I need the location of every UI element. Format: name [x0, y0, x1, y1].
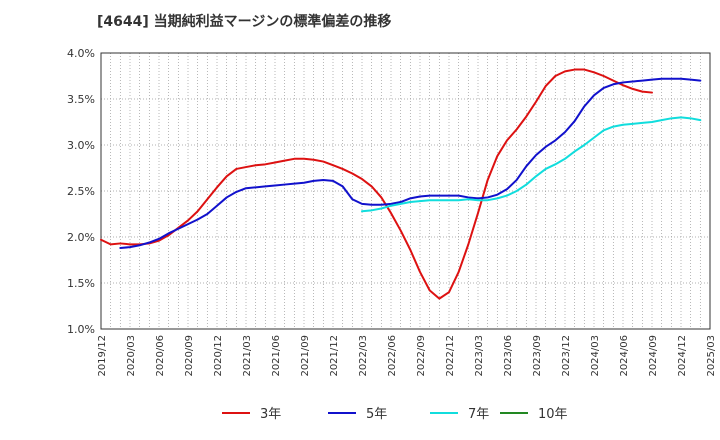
x-tick-label: 2022/03 — [358, 335, 369, 377]
y-tick-label: 3.0% — [67, 139, 95, 152]
y-tick-label: 3.5% — [67, 93, 95, 106]
x-tick-label: 2021/06 — [271, 335, 282, 377]
x-tick-label: 2025/03 — [706, 335, 717, 377]
x-tick-label: 2020/06 — [155, 335, 166, 377]
x-tick-label: 2024/09 — [648, 335, 659, 377]
legend-label-2: 5年 — [366, 407, 387, 422]
x-tick-label: 2024/03 — [590, 335, 601, 377]
y-tick-label: 2.5% — [67, 185, 95, 198]
y-tick-label: 1.0% — [67, 323, 95, 336]
x-tick-label: 2022/09 — [416, 335, 427, 377]
series-line-3 — [361, 116, 702, 213]
x-tick-label: 2020/09 — [184, 335, 195, 377]
plot-area — [101, 53, 710, 329]
y-tick-label: 1.5% — [67, 277, 95, 290]
y-tick-label: 4.0% — [67, 47, 95, 60]
x-tick-label: 2020/03 — [126, 335, 137, 377]
x-tick-label: 2019/12 — [97, 335, 108, 377]
x-tick-label: 2021/12 — [329, 335, 340, 377]
x-tick-label: 2023/09 — [532, 335, 543, 377]
x-tick-label: 2023/03 — [474, 335, 485, 377]
x-tick-label: 2023/12 — [561, 335, 572, 377]
x-tick-label: 2024/12 — [677, 335, 688, 377]
legend-label-1: 3年 — [260, 407, 281, 422]
x-tick-label: 2021/03 — [242, 335, 253, 377]
chart-title: [4644] 当期純利益マージンの標準偏差の推移 — [97, 14, 392, 30]
x-tick-label: 2022/06 — [387, 335, 398, 377]
y-tick-label: 2.0% — [67, 231, 95, 244]
x-tick-label: 2023/06 — [503, 335, 514, 377]
x-tick-label: 2024/06 — [619, 335, 630, 377]
x-tick-label: 2020/12 — [213, 335, 224, 377]
legend-label-3: 7年 — [468, 407, 489, 422]
x-tick-label: 2022/12 — [445, 335, 456, 377]
x-tick-label: 2021/09 — [300, 335, 311, 377]
plot-border — [100, 52, 711, 330]
legend-label-4: 10年 — [538, 407, 568, 422]
series-line-1 — [100, 68, 653, 300]
series-line-2 — [119, 77, 702, 250]
